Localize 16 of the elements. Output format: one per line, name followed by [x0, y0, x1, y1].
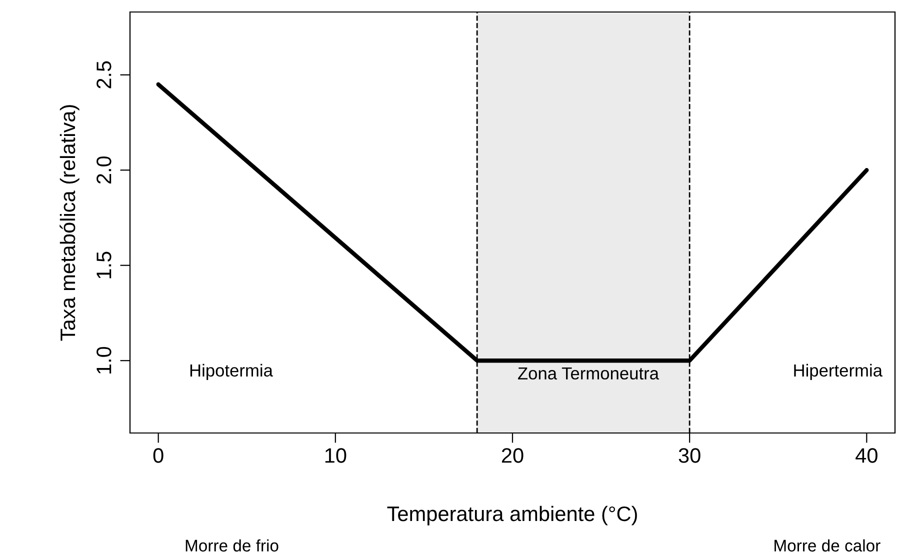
y-axis-title: Taxa metabólica (relativa) — [60, 105, 80, 341]
y-tick-label: 1.5 — [96, 252, 112, 278]
x-tick-label: 30 — [678, 448, 700, 463]
annotation: Hipertermia — [794, 364, 882, 380]
x-axis-title: Temperatura ambiente (°C) — [387, 506, 637, 526]
y-tick-label: 2.0 — [96, 156, 112, 184]
x-tick-label: 0 — [153, 448, 164, 463]
x-tick-label: 10 — [325, 448, 346, 463]
x-tick-label: 40 — [856, 448, 878, 463]
text: Morre de frio — [186, 539, 278, 552]
annotation: Zona Termoneutra — [518, 367, 660, 380]
x-tick-label: 20 — [502, 448, 524, 463]
text: Morre de calor — [774, 539, 880, 552]
y-tick-label: 2.5 — [96, 61, 112, 88]
y-tick-label: 1.0 — [96, 346, 112, 374]
annotation: Hipotermia — [190, 364, 273, 380]
